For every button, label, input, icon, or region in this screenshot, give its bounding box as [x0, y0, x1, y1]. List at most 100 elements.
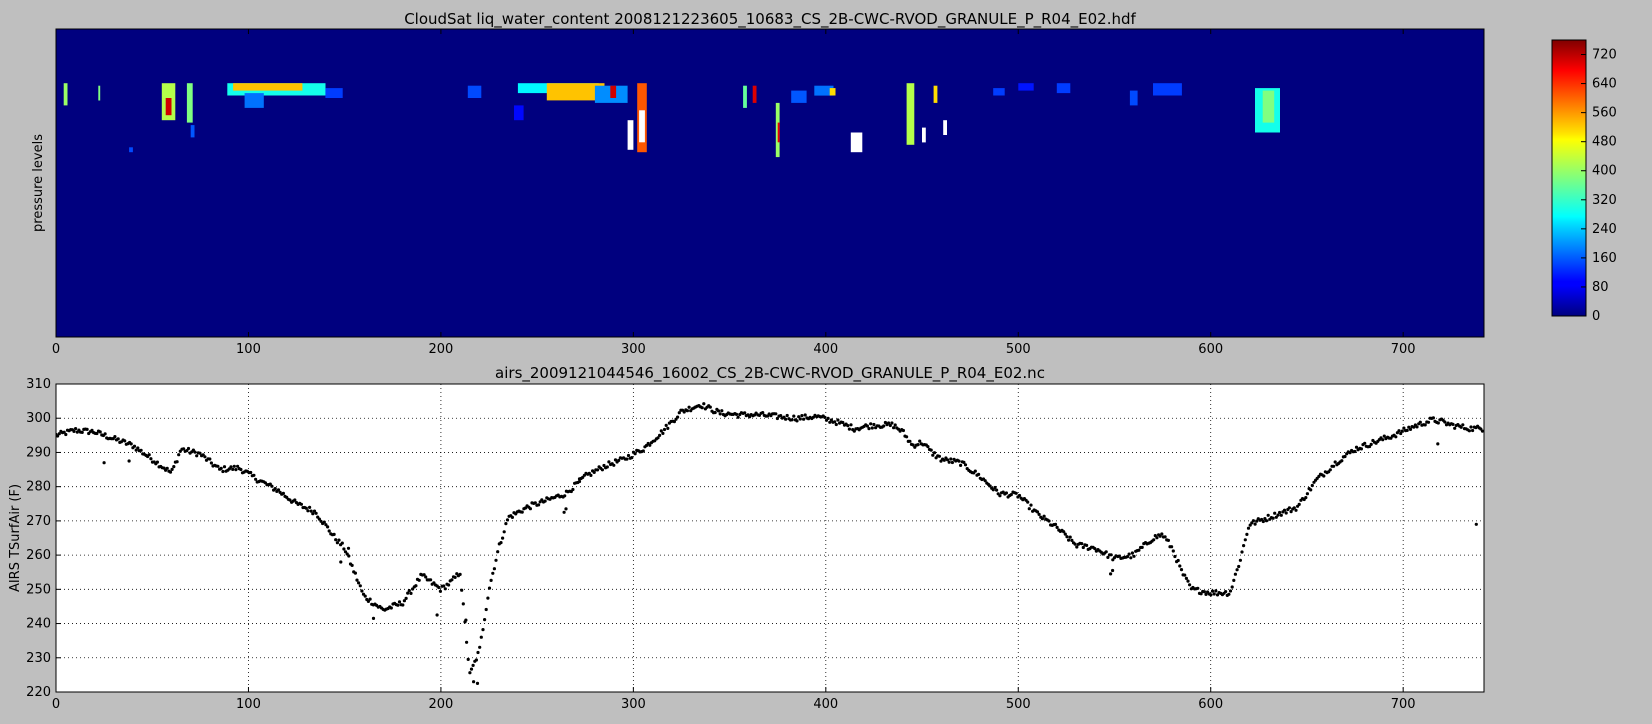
scatter-point [1093, 547, 1097, 551]
scatter-point [1160, 532, 1164, 536]
scatter-point [57, 432, 61, 436]
heatmap-cell [943, 120, 947, 135]
heatmap-cell [775, 102, 780, 158]
scatter-point [1394, 435, 1398, 439]
heatmap-x-axis: 0 100 200 300 400 500 600 700 [52, 29, 1416, 357]
scatter-point [1224, 590, 1228, 594]
scatter-point [1062, 530, 1066, 534]
scatter-point [1245, 532, 1249, 537]
scatter-point [1037, 512, 1041, 517]
scatter-point [823, 415, 827, 419]
scatter-point [1073, 542, 1077, 546]
scatter-point [496, 550, 500, 554]
scatter-point [62, 430, 66, 434]
scatter-point [481, 628, 485, 632]
scatter-point [589, 473, 593, 477]
scatter-point [306, 509, 310, 513]
scatter-point [74, 427, 78, 431]
scatter-point [396, 603, 400, 607]
scatter-point [471, 663, 475, 668]
scatter-point [792, 414, 796, 418]
scatter-point [332, 532, 336, 537]
scatter-point [353, 571, 357, 575]
scatter-point [355, 578, 359, 582]
scatter-point [942, 458, 946, 462]
scatter-point [1381, 438, 1385, 442]
scatter-point [1264, 519, 1269, 523]
scatter-point [1242, 544, 1246, 548]
scatter-point [326, 525, 330, 529]
scatter-point [1233, 572, 1237, 576]
scatter-point [309, 509, 313, 513]
scatter-point [841, 420, 845, 425]
scatter-point [357, 581, 361, 585]
scatter-point [672, 420, 677, 424]
scatter-point-outlier [472, 680, 476, 684]
scatter-point [931, 453, 935, 457]
scatter-point [505, 518, 510, 522]
scatter-point [916, 443, 920, 447]
scatter-point [249, 470, 253, 475]
scatter-point [501, 536, 505, 540]
scatter-point [438, 589, 442, 593]
scatter-point [281, 491, 285, 495]
colorbar-tick-label: 240 [1592, 222, 1617, 237]
scatter-point [625, 457, 629, 461]
scatter-point [1423, 423, 1427, 427]
scatter-point [713, 410, 717, 415]
scatter-point [1287, 506, 1291, 510]
scatter-point [988, 484, 992, 488]
scatter-point [95, 431, 99, 436]
scatter-point [1140, 545, 1144, 550]
scatter-point [229, 465, 233, 469]
scatter-point [288, 498, 292, 502]
scatter-point [1354, 445, 1359, 449]
scatter-point [486, 596, 490, 600]
scatter-point [1210, 589, 1215, 593]
scatter-point [98, 430, 102, 434]
scatter-point [198, 451, 202, 455]
scatter-point [612, 463, 616, 467]
scatter-points [56, 402, 1484, 686]
scatter-point [466, 657, 470, 662]
scatter-point [1271, 516, 1275, 520]
scatter-point [489, 578, 493, 583]
scatter-point [1178, 564, 1182, 568]
scatter-point [937, 454, 942, 458]
scatter-point [1235, 568, 1239, 572]
scatter-point-outlier [1436, 442, 1440, 446]
scatter-point [1402, 426, 1406, 430]
scatter-point [892, 426, 896, 430]
scatter-point [947, 460, 951, 464]
scatter-point-outlier [562, 510, 566, 514]
scatter-point [882, 424, 886, 428]
scatter-point [139, 448, 143, 452]
heatmap-cell [906, 83, 915, 145]
scatter-point [662, 427, 667, 432]
heatmap-cell [325, 88, 343, 98]
scatter-point-outlier [577, 479, 582, 484]
heatmap-cell [922, 127, 926, 143]
colorbar-tick-label: 400 [1592, 164, 1617, 179]
scatter-point [1246, 526, 1251, 530]
scatter-point [959, 463, 963, 467]
scatter-point [458, 572, 462, 577]
scatter-point [406, 591, 410, 595]
scatter-point [1353, 449, 1357, 454]
scatter-point [1436, 421, 1440, 425]
scatter-point [775, 416, 780, 421]
scatter-point [834, 422, 838, 427]
scatter-point [1469, 425, 1473, 429]
scatter-point [1068, 535, 1072, 539]
colorbar-tick-label: 160 [1592, 251, 1617, 266]
scatter-point [1170, 545, 1174, 549]
scatter-point [437, 585, 441, 590]
scatter-point [407, 589, 411, 593]
scatter-point [1289, 510, 1293, 514]
scatter-point [487, 586, 492, 590]
scatter-point [774, 412, 778, 416]
scatter-point [72, 429, 76, 433]
scatter-point [170, 467, 174, 471]
scatter-point [1014, 491, 1018, 495]
scatter-point [1085, 543, 1089, 548]
